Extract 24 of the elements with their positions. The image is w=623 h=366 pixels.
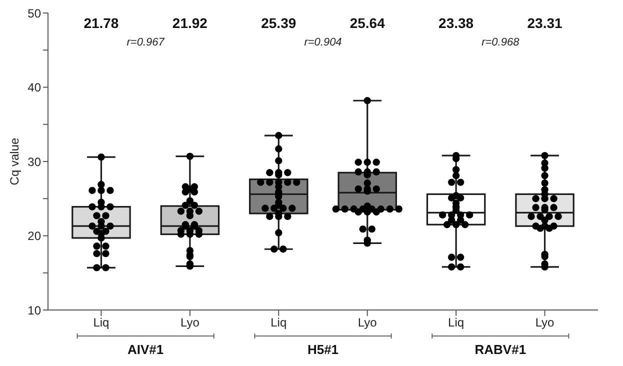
annotation: r=0.967	[126, 36, 166, 49]
annotation: 23.31	[527, 14, 562, 31]
annotation: 25.39	[261, 14, 296, 31]
x-tick-label: Lyo	[358, 316, 378, 330]
annotation: r=0.968	[482, 36, 520, 49]
text: H5#1	[307, 342, 339, 357]
text: AIV#1	[128, 342, 164, 357]
y-tick-label: 30	[28, 154, 42, 169]
y-tick-label: 50	[28, 6, 42, 20]
x-tick-label: Liq	[448, 316, 464, 330]
y-tick-label: 20	[28, 229, 42, 244]
x-tick-label: Lyo	[535, 316, 555, 330]
x-tick-label: Liq	[270, 316, 287, 330]
text: RABV#1	[474, 342, 526, 357]
x-tick-label: Lyo	[180, 316, 200, 330]
annotation: 21.92	[172, 14, 208, 31]
annotation: 25.64	[350, 14, 386, 31]
annotation: r=0.904	[304, 36, 342, 49]
x-tick-label: Liq	[93, 316, 110, 330]
annotation: 21.78	[84, 14, 119, 31]
y-tick-label: 40	[28, 80, 42, 95]
y-tick-label: 10	[28, 303, 42, 318]
annotation: 23.38	[438, 14, 474, 31]
y-axis-title: Cq value	[7, 138, 22, 186]
